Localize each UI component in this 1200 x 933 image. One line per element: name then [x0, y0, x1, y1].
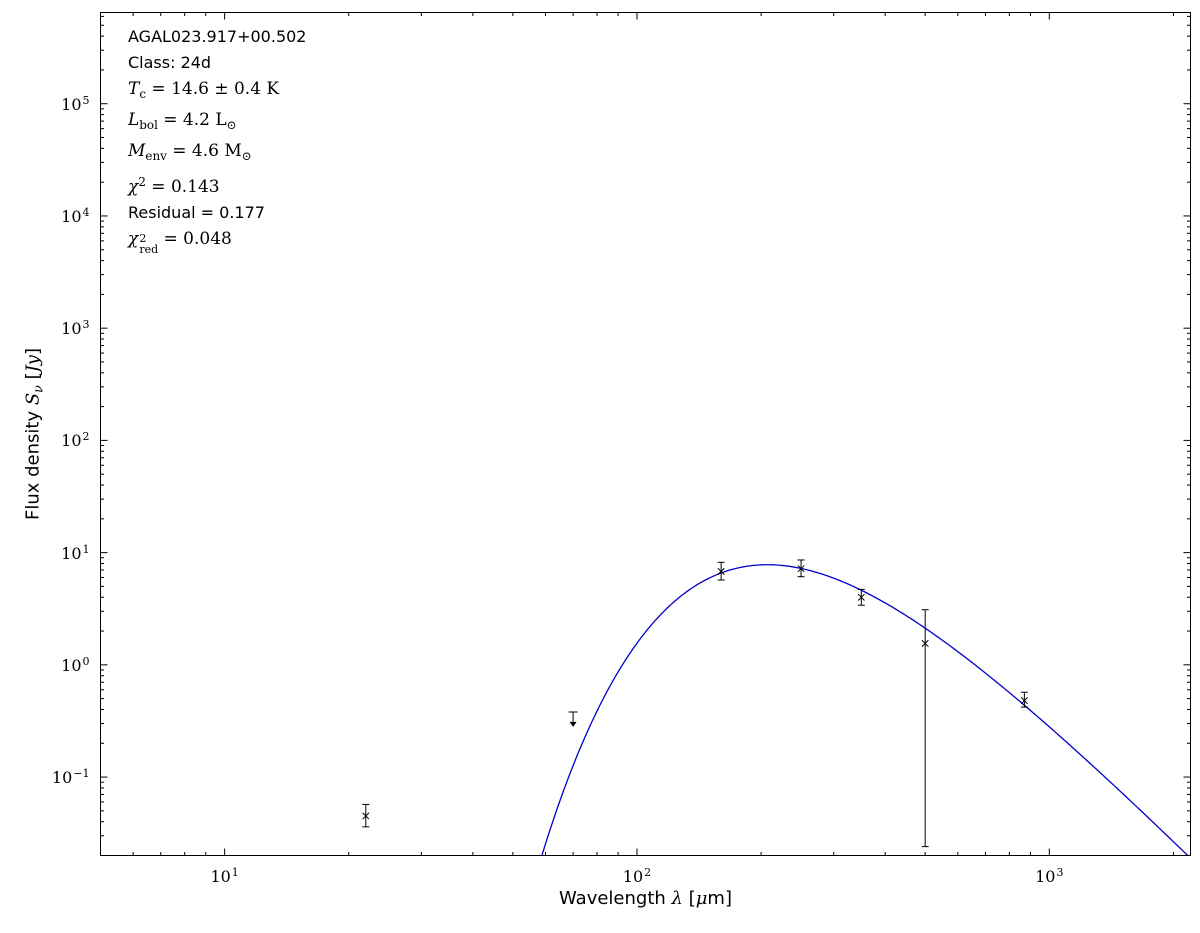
text-segment: Class: 24d [128, 53, 212, 72]
text-segment: ν [30, 385, 46, 393]
text-segment: Wavelength [559, 887, 672, 909]
annotation-temperature: Tc = 14.6 ± 0.4 K [128, 76, 306, 107]
annotation-lbol: Lbol = 4.2 L⊙ [128, 107, 306, 138]
greybody-fit-curve [541, 564, 1189, 856]
upper-limit-arrow [569, 721, 577, 727]
text-segment: χ [128, 229, 139, 250]
axes-frame [100, 12, 1191, 856]
text-segment: bol [139, 118, 158, 133]
text-segment: M [128, 141, 146, 162]
annotation-class: Class: 24d [128, 50, 306, 76]
text-segment: m] [707, 887, 732, 909]
text-segment: AGAL023.917+00.502 [128, 27, 307, 46]
text-segment: [ [22, 372, 44, 386]
text-segment: Jy [22, 355, 44, 373]
text-segment: L [128, 110, 140, 131]
text-segment: λ [671, 887, 683, 909]
text-segment: T [128, 79, 140, 99]
text-segment: = 4.2 L [157, 110, 227, 131]
text-segment: μ [695, 887, 708, 909]
text-segment: ⊙ [226, 118, 237, 133]
text-segment: = 14.6 ± 0.4 K [146, 79, 280, 99]
stacked-script: 2 red [139, 231, 159, 256]
text-segment: Residual = 0.177 [128, 203, 265, 223]
annotation-chi2red: χ 2 red = 0.048 [128, 226, 306, 255]
text-segment: c [139, 87, 147, 102]
text-segment: Flux density [22, 405, 44, 521]
annotation-source-name: AGAL023.917+00.502 [128, 24, 306, 50]
annotation-residual: Residual = 0.177 [128, 200, 306, 226]
x-axis-label: Wavelength λ [μm] [559, 888, 732, 909]
photometry-points [362, 559, 1028, 848]
annotation-menv: Menv = 4.6 M⊙ [128, 138, 306, 169]
text-segment: S [22, 392, 44, 406]
text-segment: [ [682, 887, 696, 909]
annotation-chi2: χ2 = 0.143 [128, 169, 306, 200]
text-segment: χ [128, 177, 139, 198]
text-segment: = 0.143 [145, 177, 220, 198]
text-segment: = 0.048 [158, 229, 232, 250]
text-segment: 2 [138, 175, 146, 190]
text-segment: ] [22, 347, 44, 356]
text-segment: ⊙ [241, 149, 252, 164]
text-segment: env [145, 149, 167, 164]
y-axis-label: Flux density Sν [Jy] [22, 348, 45, 520]
fit-parameters-annotation: AGAL023.917+00.502 Class: 24d Tc = 14.6 … [128, 24, 306, 255]
text-segment: = 4.6 M [166, 141, 242, 162]
